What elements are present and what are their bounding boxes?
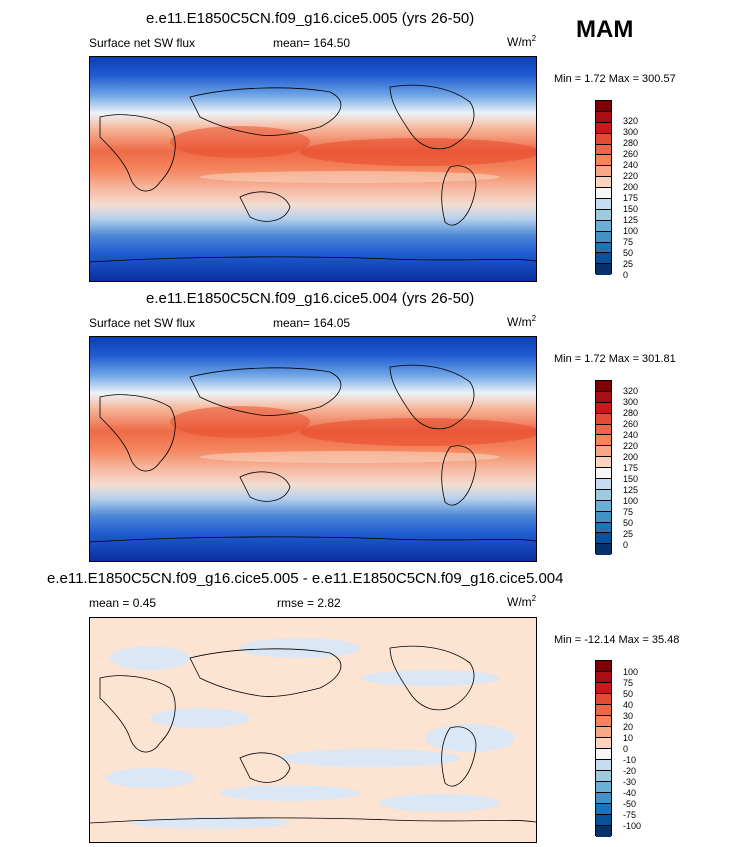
- panel-3-coastlines: [90, 645, 536, 824]
- panel-3-tick: 40: [623, 700, 634, 710]
- panel-2-coastlines: [90, 364, 536, 543]
- panel-1-tick: 300: [623, 127, 639, 137]
- panel-2-warm-band-pacific: [300, 418, 536, 446]
- panel-2-cool-cloud-band: [200, 451, 500, 463]
- panel-2-field: [90, 337, 536, 561]
- panel-1-title: e.e11.E1850C5CN.f09_g16.cice5.005 (yrs 2…: [146, 10, 475, 27]
- panel-2-title: e.e11.E1850C5CN.f09_g16.cice5.004 (yrs 2…: [146, 290, 475, 307]
- panel-3-negative-patches: [105, 638, 515, 829]
- panel-3-mean: mean = 0.45: [89, 596, 157, 610]
- panel-1-warm-band-pacific: [300, 138, 536, 166]
- panel-3-tick: 100: [623, 667, 639, 677]
- panel-2-variable: Surface net SW flux: [89, 316, 196, 330]
- panel-2-tick: 125: [623, 485, 639, 495]
- panel-3-rmse: rmse = 2.82: [277, 596, 341, 610]
- panel-2-tick: 25: [623, 529, 634, 539]
- panel-1-minmax: Min = 1.72 Max = 300.57: [554, 73, 676, 85]
- panel-1-field: [90, 57, 536, 281]
- panel-3-title: e.e11.E1850C5CN.f09_g16.cice5.005 - e.e1…: [47, 570, 564, 587]
- panel-3-units: W/m2: [507, 594, 537, 609]
- panel-1-tick: 25: [623, 259, 634, 269]
- panel-2-tick: 100: [623, 496, 639, 506]
- panel-1-warm-band-indian: [170, 126, 310, 158]
- panel-2-tick: 260: [623, 419, 639, 429]
- season-label: MAM: [576, 16, 634, 43]
- panel-1-tick: 100: [623, 226, 639, 236]
- panel-1-tick: 220: [623, 171, 639, 181]
- panel-3-tick: -20: [623, 766, 637, 776]
- panel-1-tick: 240: [623, 160, 639, 170]
- panel-1-tick: 125: [623, 215, 639, 225]
- panel-3-tick: -30: [623, 777, 637, 787]
- panel-1-tick: 175: [623, 193, 639, 203]
- panel-1-tick: 260: [623, 149, 639, 159]
- panel-2-tick: 220: [623, 441, 639, 451]
- panel-2-tick: 150: [623, 474, 639, 484]
- panel-2-minmax: Min = 1.72 Max = 301.81: [554, 353, 676, 365]
- panel-2-tick: 75: [623, 507, 634, 517]
- panel-3-map: [89, 617, 537, 843]
- panel-1-tick: 320: [623, 116, 639, 126]
- panel-3-minmax: Min = -12.14 Max = 35.48: [554, 634, 680, 646]
- panel-2-tick: 300: [623, 397, 639, 407]
- panel-3-tick: 0: [623, 744, 629, 754]
- panel-3-tick: -50: [623, 799, 637, 809]
- panel-2-tick: 0: [623, 540, 629, 550]
- panel-1-tick: 0: [623, 270, 629, 280]
- panel-2-tick: 280: [623, 408, 639, 418]
- panel-1-variable: Surface net SW flux: [89, 36, 196, 50]
- panel-2-tick: 175: [623, 463, 639, 473]
- panel-3-colorbar: [595, 660, 612, 837]
- panel-3-tick: -10: [623, 755, 637, 765]
- panel-2-warm-band-indian: [170, 406, 310, 438]
- panel-2-mean: mean= 164.05: [273, 316, 351, 330]
- panel-3-tick: 50: [623, 689, 634, 699]
- panel-2-colorbar: [595, 380, 612, 556]
- panel-1-tick: 280: [623, 138, 639, 148]
- panel-2-map: [89, 336, 537, 562]
- panel-1-cool-cloud-band: [200, 171, 500, 183]
- panel-2-tick: 240: [623, 430, 639, 440]
- panel-1-tick: 150: [623, 204, 639, 214]
- panel-2-tick: 320: [623, 386, 639, 396]
- panel-1-colorbar: [595, 100, 612, 276]
- panel-2-tick: 200: [623, 452, 639, 462]
- panel-3-tick: 20: [623, 722, 634, 732]
- panel-3-tick: -75: [623, 810, 637, 820]
- panel-1-tick: 50: [623, 248, 634, 258]
- panel-1-tick: 75: [623, 237, 634, 247]
- panel-1-units: W/m2: [507, 34, 537, 49]
- panel-1-coastlines: [90, 84, 536, 263]
- panel-2-units: W/m2: [507, 314, 537, 329]
- panel-1-mean: mean= 164.50: [273, 36, 351, 50]
- panel-3-tick: 30: [623, 711, 634, 721]
- panel-1-map: [89, 56, 537, 282]
- panel-3-tick: -40: [623, 788, 637, 798]
- panel-3-tick: 75: [623, 678, 634, 688]
- panel-2-tick: 50: [623, 518, 634, 528]
- panel-1-tick: 200: [623, 182, 639, 192]
- panel-3-tick: -100: [623, 821, 642, 831]
- panel-3-tick: 10: [623, 733, 634, 743]
